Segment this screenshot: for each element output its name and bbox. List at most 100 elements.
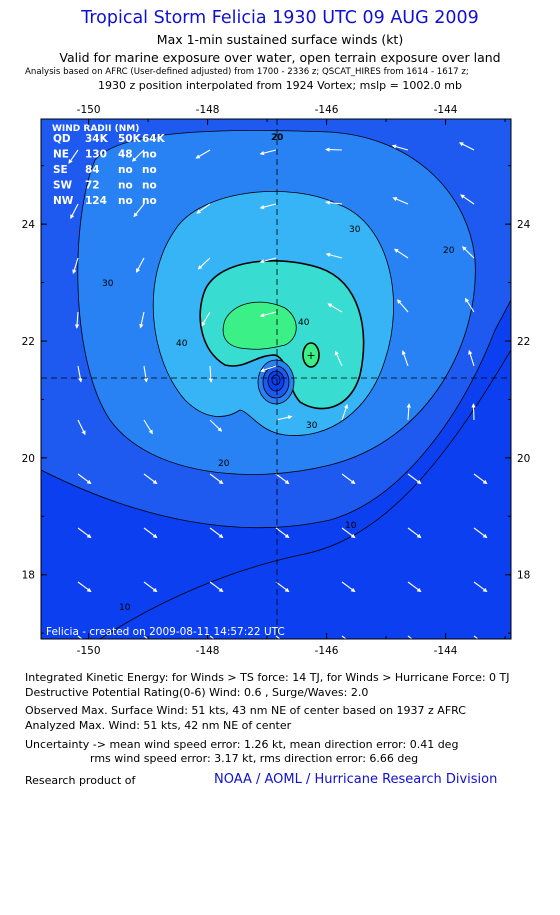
wind-vector: [473, 635, 479, 639]
wind-vectors: [68, 142, 488, 639]
wind-vector: [341, 473, 356, 485]
contour-label-7: 20: [218, 459, 230, 469]
wind-radii-cell: 130: [85, 149, 107, 161]
uncertainty-mean-line: Uncertainty -> mean wind speed error: 1.…: [25, 738, 459, 751]
x-tick-label-top-3: -144: [434, 104, 458, 116]
wind-radii-cell: NW: [53, 195, 74, 207]
x-tick-label-top-2: -146: [315, 104, 339, 116]
wind-vector: [74, 311, 80, 329]
uncertainty-rms-line: rms wind speed error: 3.17 kt, rms direc…: [90, 752, 419, 765]
wind-vector: [208, 365, 214, 383]
wind-vector: [143, 527, 158, 539]
wind-vector: [70, 203, 79, 220]
max-wind-core: [302, 342, 320, 368]
x-tick-label-top-1: -148: [196, 104, 220, 116]
wind-vector: [468, 349, 475, 367]
contour-label-2: 40: [298, 318, 310, 328]
wind-vector: [72, 257, 79, 275]
wind-vector: [406, 403, 412, 421]
wind-vector: [391, 144, 409, 151]
wind-radii-cell: 84: [85, 164, 100, 176]
wind-vector: [139, 311, 145, 329]
wind-radii-cell: no: [118, 180, 133, 192]
contour-label-5: 40: [176, 339, 188, 349]
wind-radii-cell: no: [142, 195, 157, 207]
wind-radii-cell: NE: [53, 149, 69, 161]
wind-vector: [275, 473, 290, 485]
wind-vector: [458, 142, 475, 151]
wind-vector: [325, 147, 343, 152]
wind-vector: [473, 473, 488, 485]
wind-vector: [407, 473, 422, 485]
tick-labels: -150 -150 -148 -148 -146 -146 -144 -144 24 24 22 22…: [22, 104, 531, 657]
observed-max-line: Observed Max. Surface Wind: 51 kts, 43 n…: [25, 704, 466, 717]
eye-rings: [257, 359, 295, 405]
wind-vector: [143, 365, 149, 383]
wind-vector: [260, 365, 277, 373]
contour-label-3: 20: [443, 246, 455, 256]
wind-radii-cell: 72: [85, 180, 100, 192]
wind-radii-title: WIND RADII (NM): [52, 124, 139, 134]
wind-vector: [259, 257, 277, 264]
chart-subtitle: Max 1-min sustained surface winds (kt): [156, 32, 404, 47]
wind-vector: [407, 527, 422, 539]
wind-vector: [341, 581, 356, 593]
wind-vector: [407, 581, 422, 593]
y-tick-label-right-3: 18: [517, 570, 530, 582]
wind-vector: [393, 248, 409, 259]
dpr-line: Destructive Potential Rating(0-6) Wind: …: [25, 686, 369, 699]
wind-vector: [143, 581, 158, 593]
max-wind-marker: +: [306, 349, 315, 362]
wind-radii-cell: QD: [53, 133, 71, 145]
contour-50: [222, 301, 297, 350]
wind-vector: [325, 252, 343, 259]
contour-label-9: 10: [119, 603, 131, 613]
noaa-aoml-link[interactable]: NOAA / AOML / Hurricane Research Divisio…: [214, 772, 498, 787]
wind-vector: [143, 635, 149, 639]
y-tick-label-left-2: 20: [22, 453, 35, 465]
wind-radii-cell: 34K: [85, 133, 109, 145]
wind-vector: [77, 473, 92, 485]
wind-radii-cell: no: [142, 149, 157, 161]
wind-vector: [473, 527, 488, 539]
x-tick-label-bottom-2: -146: [315, 645, 339, 657]
wind-vector: [275, 635, 281, 639]
wind-vector: [209, 581, 224, 593]
y-tick-label-right-1: 22: [517, 336, 530, 348]
x-tick-label-bottom-1: -148: [196, 645, 220, 657]
position-note: 1930 z position interpolated from 1924 V…: [97, 79, 462, 92]
contour-label-6: 30: [306, 421, 318, 431]
wind-vector: [131, 149, 145, 162]
wind-vector: [275, 527, 290, 539]
contour-label-1: 30: [102, 279, 114, 289]
wind-vector: [197, 257, 211, 270]
wind-vector: [68, 149, 79, 164]
wind-vector: [195, 149, 211, 159]
wind-vector: [135, 257, 145, 273]
contour-10-south: [99, 349, 511, 639]
plot-frame: [40, 118, 512, 640]
wind-vector: [461, 246, 475, 259]
wind-vector: [341, 527, 356, 539]
wind-vector: [77, 527, 92, 539]
x-tick-label-bottom-0: -150: [77, 645, 101, 657]
wind-vector: [334, 350, 343, 367]
y-tick-label-right-2: 20: [517, 453, 530, 465]
y-tick-label-right-0: 24: [517, 219, 531, 231]
wind-vector: [77, 581, 92, 593]
wind-vector: [407, 635, 413, 639]
wind-radii-table: WIND RADII (NM) QD 34K 50K 64K NE 130 48 no SE 84…: [52, 124, 166, 207]
x-tick-label-bottom-3: -144: [434, 645, 458, 657]
wind-vector: [143, 419, 153, 435]
wind-vector: [325, 200, 343, 205]
wind-radii-cell: 64K: [142, 133, 166, 145]
wind-radii-cell: no: [118, 164, 133, 176]
wind-vector: [201, 311, 211, 327]
research-label: Research product of: [25, 774, 136, 787]
wind-vector: [77, 365, 83, 383]
contour-label-8: 10: [345, 521, 357, 531]
wind-vector: [259, 311, 277, 318]
wind-vector: [209, 635, 215, 639]
wind-vector: [275, 581, 290, 593]
